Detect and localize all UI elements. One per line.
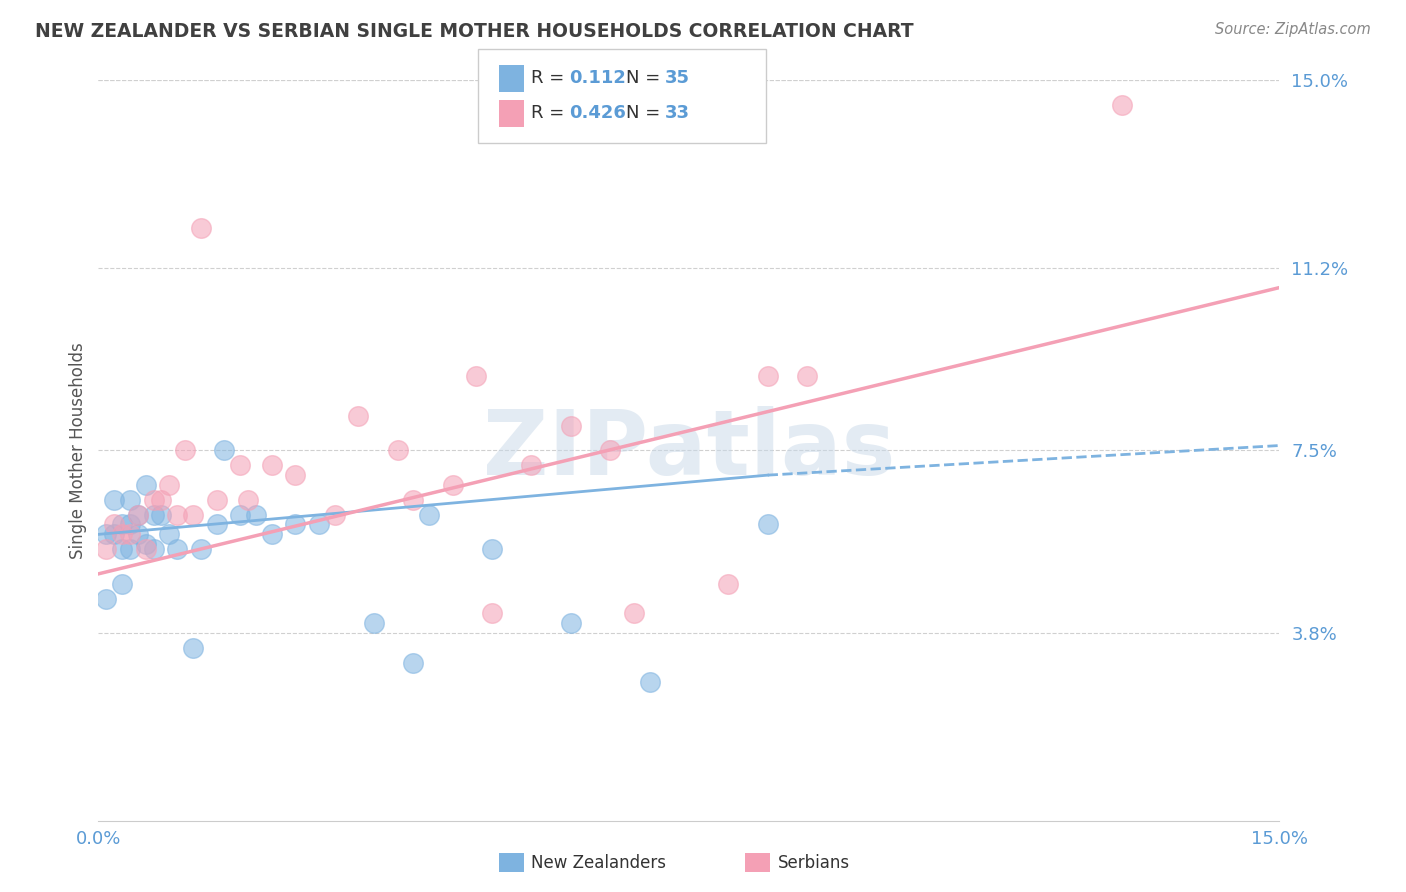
Point [229,508,252,522]
Point [190,221,212,235]
Point [111,527,134,541]
Point [96,527,118,541]
Point [418,508,440,522]
Point [127,508,149,522]
Point [118,517,141,532]
Text: ZIPatlas: ZIPatlas [482,407,896,494]
Point [118,527,141,541]
Point [638,675,661,690]
Text: R =: R = [531,104,571,122]
Point [96,542,118,557]
Point [260,458,283,473]
Point [205,517,228,532]
Point [111,517,134,532]
Point [402,656,425,670]
Point [166,508,188,522]
Point [157,527,180,541]
Text: N =: N = [626,70,665,87]
Point [363,616,385,631]
Y-axis label: Single Mother Households: Single Mother Households [69,343,87,558]
Point [135,478,157,492]
Point [229,458,252,473]
Point [796,369,818,384]
Text: New Zealanders: New Zealanders [531,854,666,871]
Text: 0.112: 0.112 [569,70,626,87]
Point [150,492,173,507]
Point [181,508,204,522]
Point [441,478,464,492]
Point [481,607,503,621]
Point [111,542,134,557]
Point [111,576,134,591]
Point [236,492,259,507]
Point [181,640,204,655]
Point [284,517,307,532]
Point [205,492,228,507]
Point [1111,98,1133,112]
Point [127,508,149,522]
Point [717,576,740,591]
Point [157,478,180,492]
Point [103,517,125,532]
Point [323,508,346,522]
Point [481,542,503,557]
Point [465,369,488,384]
Point [599,443,621,458]
Point [560,418,582,433]
Text: Source: ZipAtlas.com: Source: ZipAtlas.com [1215,22,1371,37]
Text: 35: 35 [665,70,690,87]
Point [520,458,543,473]
Point [560,616,582,631]
Point [402,492,425,507]
Point [260,527,283,541]
Point [166,542,188,557]
Point [387,443,409,458]
Point [623,607,645,621]
Text: N =: N = [626,104,665,122]
Point [118,542,141,557]
Point [245,508,267,522]
Point [142,492,165,507]
Point [756,369,779,384]
Point [96,591,118,606]
Point [118,492,141,507]
Text: 0.426: 0.426 [569,104,626,122]
Point [142,508,165,522]
Point [150,508,173,522]
Point [127,527,149,541]
Text: Serbians: Serbians [778,854,849,871]
Point [103,492,125,507]
Point [756,517,779,532]
Point [284,468,307,483]
Point [142,542,165,557]
Point [135,542,157,557]
Point [190,542,212,557]
Point [214,443,236,458]
Point [103,527,125,541]
Text: 33: 33 [665,104,690,122]
Text: NEW ZEALANDER VS SERBIAN SINGLE MOTHER HOUSEHOLDS CORRELATION CHART: NEW ZEALANDER VS SERBIAN SINGLE MOTHER H… [35,22,914,41]
Point [347,409,370,423]
Point [308,517,330,532]
Point [174,443,197,458]
Point [135,537,157,551]
Text: R =: R = [531,70,571,87]
